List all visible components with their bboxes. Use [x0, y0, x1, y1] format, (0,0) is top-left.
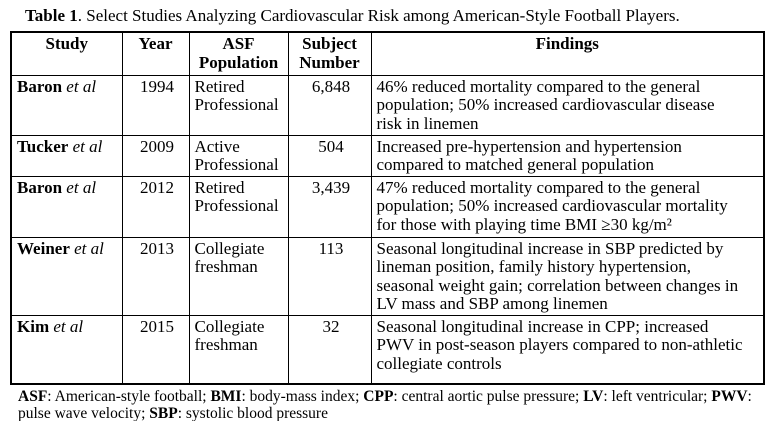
- col-header-findings: Findings: [370, 31, 765, 76]
- findings-cell: 47% reduced mortality compared to the ge…: [370, 175, 765, 238]
- year-cell: 2015: [121, 314, 190, 385]
- study-author: Tucker: [17, 136, 69, 156]
- study-cell: Weiner et al: [10, 236, 123, 316]
- findings-cell: 46% reduced mortality compared to the ge…: [370, 74, 765, 136]
- population-text: Retired Professional: [194, 177, 279, 215]
- subject-number-cell: 504: [287, 134, 372, 177]
- studies-table: Study Year ASF Population Subject Number…: [10, 31, 765, 385]
- findings-text: 46% reduced mortality compared to the ge…: [376, 76, 715, 133]
- subject-number-cell: 3,439: [287, 175, 372, 238]
- table-row: Kim et al 2015 Collegiate freshman 32 Se…: [10, 314, 765, 385]
- study-author: Weiner: [17, 238, 70, 258]
- study-etal: et al: [72, 136, 103, 156]
- population-text: Collegiate freshman: [194, 238, 265, 276]
- table-row: Baron et al 2012 Retired Professional 3,…: [10, 175, 765, 238]
- abbreviation-footnote: ASF: American-style football; BMI: body-…: [18, 388, 761, 421]
- header-row: Study Year ASF Population Subject Number…: [10, 31, 765, 76]
- abbr-cpp-definition: : central aortic pulse pressure;: [393, 388, 584, 405]
- population-cell: Active Professional: [188, 134, 289, 177]
- study-author: Kim: [17, 316, 50, 336]
- population-text: Retired Professional: [194, 76, 279, 114]
- table-caption-text: . Select Studies Analyzing Cardiovascula…: [77, 6, 680, 25]
- population-cell: Retired Professional: [188, 175, 289, 238]
- study-cell: Baron et al: [10, 175, 123, 238]
- col-header-study: Study: [10, 31, 123, 76]
- header-text: Findings: [535, 34, 599, 53]
- study-cell: Baron et al: [10, 74, 123, 136]
- study-cell: Kim et al: [10, 314, 123, 385]
- subject-number-cell: 113: [287, 236, 372, 316]
- findings-text: Increased pre-hypertension and hypertens…: [376, 136, 682, 174]
- subject-number-cell: 32: [287, 314, 372, 385]
- abbr-lv: LV: [583, 388, 604, 405]
- abbr-bmi: BMI: [210, 388, 242, 405]
- abbr-asf: ASF: [18, 388, 48, 405]
- abbr-pwv-definition: : pulse wave velocity;: [18, 388, 752, 421]
- study-etal: et al: [53, 316, 84, 336]
- study-author: Baron: [17, 177, 63, 197]
- findings-text: Seasonal longitudinal increase in CPP; i…: [376, 316, 743, 373]
- findings-cell: Seasonal longitudinal increase in SBP pr…: [370, 236, 765, 316]
- header-text: Study: [45, 34, 89, 53]
- year-cell: 2013: [121, 236, 190, 316]
- year-cell: 1994: [121, 74, 190, 136]
- table-caption: Table 1. Select Studies Analyzing Cardio…: [25, 6, 775, 26]
- col-header-subject-number: Subject Number: [287, 31, 372, 76]
- subject-number-cell: 6,848: [287, 74, 372, 136]
- study-etal: et al: [66, 76, 97, 96]
- study-etal: et al: [74, 238, 104, 258]
- population-text: Active Professional: [194, 136, 279, 174]
- col-header-year: Year: [121, 31, 190, 76]
- population-text: Collegiate freshman: [194, 316, 265, 354]
- header-text: ASF Population: [198, 34, 279, 72]
- study-author: Baron: [17, 76, 63, 96]
- table-row: Tucker et al 2009 Active Professional 50…: [10, 134, 765, 177]
- findings-text: 47% reduced mortality compared to the ge…: [376, 177, 728, 234]
- study-cell: Tucker et al: [10, 134, 123, 177]
- abbr-asf-definition: : American-style football;: [47, 388, 211, 405]
- abbr-sbp-definition: : systolic blood pressure: [177, 405, 328, 421]
- findings-cell: Increased pre-hypertension and hypertens…: [370, 134, 765, 177]
- abbr-bmi-definition: : body-mass index;: [241, 388, 364, 405]
- col-header-population: ASF Population: [188, 31, 289, 76]
- table-row: Baron et al 1994 Retired Professional 6,…: [10, 74, 765, 136]
- population-cell: Retired Professional: [188, 74, 289, 136]
- header-text: Year: [138, 34, 173, 53]
- abbr-sbp: SBP: [149, 405, 178, 421]
- findings-cell: Seasonal longitudinal increase in CPP; i…: [370, 314, 765, 385]
- population-cell: Collegiate freshman: [188, 314, 289, 385]
- abbr-cpp: CPP: [363, 388, 394, 405]
- header-text: Subject Number: [299, 34, 360, 72]
- year-cell: 2012: [121, 175, 190, 238]
- abbr-lv-definition: : left ventricular;: [603, 388, 712, 405]
- year-cell: 2009: [121, 134, 190, 177]
- abbr-pwv: PWV: [711, 388, 748, 405]
- table-row: Weiner et al 2013 Collegiate freshman 11…: [10, 236, 765, 316]
- population-cell: Collegiate freshman: [188, 236, 289, 316]
- table-caption-label: Table 1: [25, 6, 78, 25]
- study-etal: et al: [66, 177, 97, 197]
- findings-text: Seasonal longitudinal increase in SBP pr…: [376, 238, 739, 313]
